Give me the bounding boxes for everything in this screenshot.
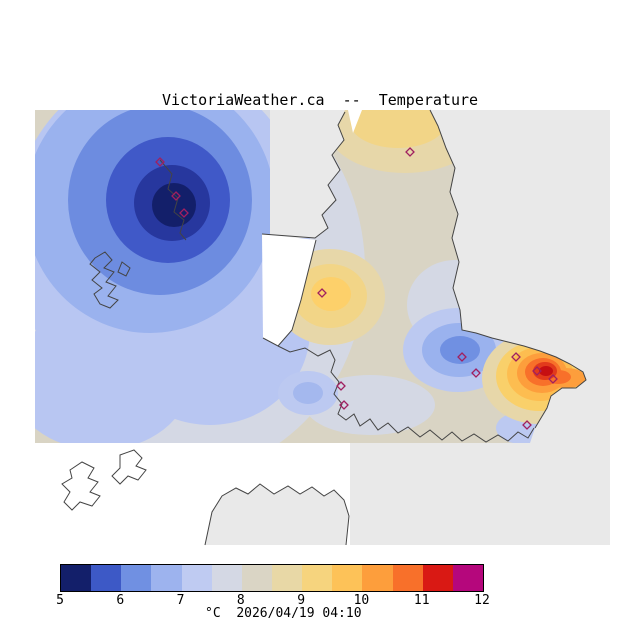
station-marker (511, 352, 521, 362)
water-inlet (262, 234, 316, 346)
colorbar-segment (452, 565, 483, 591)
colorbar-segment (422, 565, 453, 591)
station-marker (339, 400, 349, 410)
colorbar-tick-label: 10 (353, 593, 370, 608)
land-mask-east (430, 110, 610, 443)
colorbar-segment (61, 565, 92, 591)
unit-label: °C (205, 606, 221, 621)
station-marker (522, 420, 532, 430)
station-markers (155, 147, 558, 430)
land-mask-northwest (270, 110, 345, 238)
colorbar-segment (362, 565, 393, 591)
station-marker (317, 288, 327, 298)
colorbar-segment (151, 565, 182, 591)
water-notch (348, 110, 362, 133)
station-marker (471, 368, 481, 378)
station-marker (532, 366, 542, 376)
colorbar-segment (181, 565, 212, 591)
colorbar-segment (271, 565, 303, 591)
coastlines (61, 109, 587, 546)
colorbar-segment (91, 565, 122, 591)
colorbar-segment (332, 565, 363, 591)
colorbar-tick-label: 11 (413, 593, 430, 608)
timestamp-label: 2026/04/19 04:10 (236, 606, 362, 621)
station-marker (336, 381, 346, 391)
colorbar-tick-label: 5 (56, 593, 64, 608)
colorbar-tick-label: 9 (297, 593, 306, 608)
caption-spacer (221, 606, 237, 621)
colorbar-segment (241, 565, 272, 591)
colorbar-segment (211, 565, 242, 591)
colorbar-tick-label: 7 (176, 593, 185, 608)
colorbar-segment (302, 565, 333, 591)
station-marker (179, 208, 189, 218)
colorbar-tick-labels: 5 6 7 8 9 10 11 12 (56, 593, 490, 608)
station-marker (457, 352, 467, 362)
colorbar-tick-label: 6 (116, 593, 125, 608)
colorbar-caption: °C 2026/04/19 04:10 (205, 606, 362, 621)
station-marker (155, 157, 165, 167)
station-marker (405, 147, 415, 157)
colorbar-segment (121, 565, 152, 591)
station-marker (171, 191, 181, 201)
station-marker (548, 374, 558, 384)
land-south-shore (205, 484, 349, 545)
colorbar-segment (392, 565, 423, 591)
page-title: VictoriaWeather.ca -- Temperature (161, 91, 479, 109)
colorbar-tick-label: 8 (236, 593, 245, 608)
temperature-colorbar (60, 564, 484, 592)
colorbar-tick-label: 12 (474, 593, 490, 608)
